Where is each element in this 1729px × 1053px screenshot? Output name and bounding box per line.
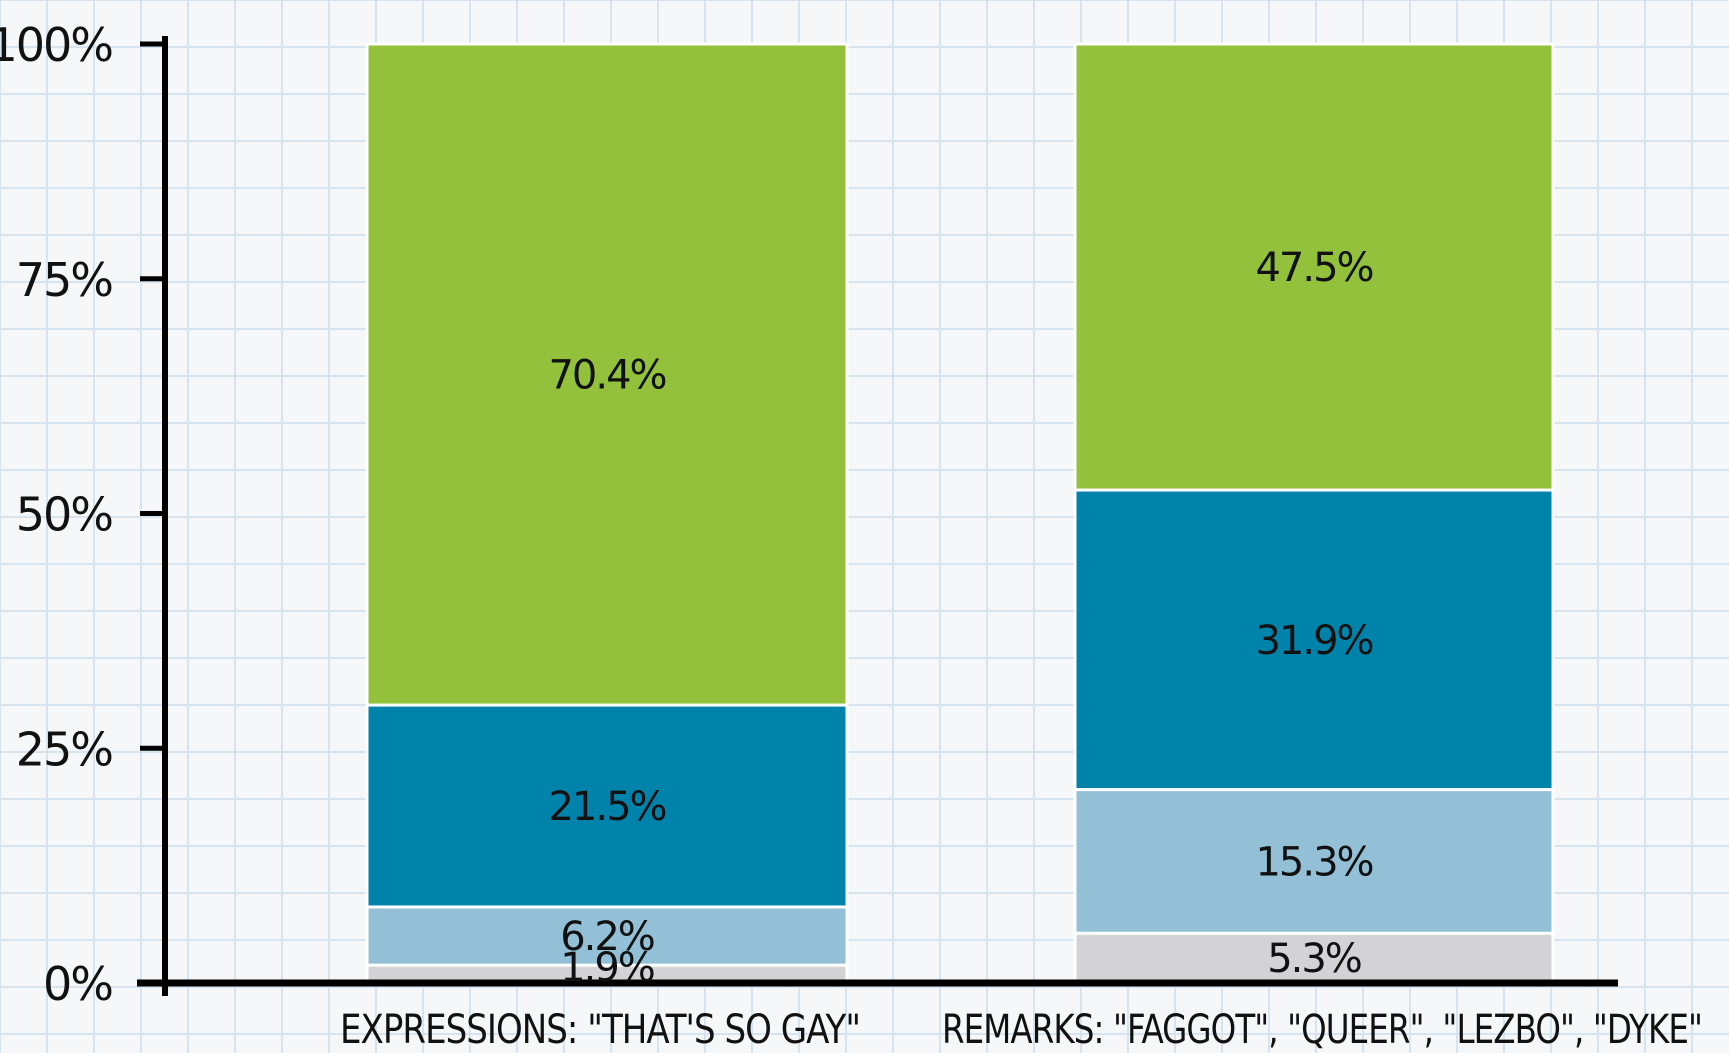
data-label: 47.5% (1255, 245, 1372, 291)
y-tick-label: 100% (0, 18, 112, 72)
bar-segment-1-3 (365, 703, 849, 909)
data-label: 1.9% (560, 945, 654, 991)
y-tick-label: 0% (43, 957, 112, 1011)
data-label: 70.4% (548, 353, 665, 399)
data-label: 21.5% (548, 784, 665, 830)
category-label: EXPRESSIONS: "THAT'S SO GAY" (340, 1007, 860, 1053)
bar-segment-1-4 (365, 42, 849, 707)
category-labels: EXPRESSIONS: "THAT'S SO GAY" REMARKS: "FA… (340, 1007, 1703, 1053)
y-axis-ticks: 0% 25% 50% 75% 100% (0, 18, 165, 1011)
data-label: 31.9% (1255, 618, 1372, 664)
data-label: 6.2% (560, 914, 654, 960)
bars (365, 42, 1555, 985)
data-labels: 1.9%6.2% 21.5% 70.4% 5.3% 15.3% 31.9% 47.5% (548, 245, 1374, 991)
data-label: 15.3% (1255, 839, 1372, 885)
bar-segment-2-3 (1073, 488, 1555, 792)
y-tick-label: 75% (16, 253, 113, 307)
y-tick-label: 25% (16, 722, 113, 776)
category-label: REMARKS: "FAGGOT", "QUEER", "LEZBO", "DY… (942, 1007, 1702, 1053)
bar-segment-2-4 (1073, 42, 1555, 492)
bar-segment-2-2 (1073, 788, 1555, 935)
data-label: 5.3% (1267, 936, 1361, 982)
y-tick-label: 50% (16, 488, 113, 542)
